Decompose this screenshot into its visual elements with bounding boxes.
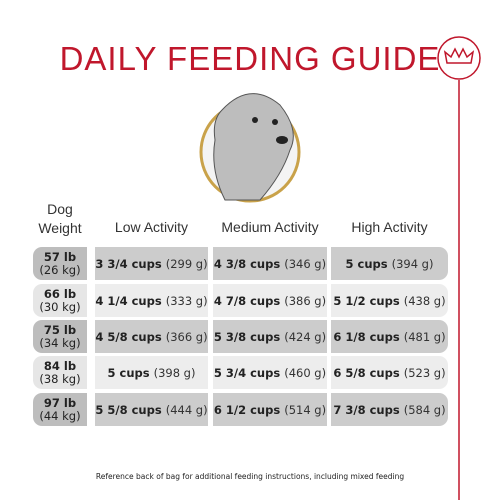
feeding-cell: 5 3/8 cups (424 g) (213, 320, 327, 353)
weight-kg: (26 kg) (39, 262, 81, 277)
feeding-cell: 4 7/8 cups (386 g) (213, 284, 327, 317)
dog-nose (276, 136, 288, 144)
dog-eye (272, 119, 278, 125)
weight-kg: (34 kg) (39, 335, 81, 350)
weight-lb: 97 lb (43, 395, 77, 410)
weight-kg: (30 kg) (39, 299, 81, 314)
weight-cell: 84 lb (38 kg) (33, 356, 87, 389)
weight-cell: 57 lb (26 kg) (33, 247, 87, 280)
grams: (394 g) (391, 256, 434, 271)
feeding-cell: 6 1/2 cups (514 g) (213, 393, 327, 426)
grams: (346 g) (284, 256, 327, 271)
feeding-cell: 5 5/8 cups (444 g) (95, 393, 208, 426)
cups: 6 5/8 cups (333, 365, 400, 380)
grams: (444 g) (165, 402, 208, 417)
feeding-cell: 6 1/8 cups (481 g) (331, 320, 448, 353)
grams: (424 g) (284, 329, 327, 344)
weight-header: Dog Weight (28, 200, 92, 238)
header-text: Weight (38, 220, 82, 236)
cups: 5 3/8 cups (213, 329, 281, 344)
cups: 4 3/8 cups (213, 256, 281, 271)
feeding-cell: 4 5/8 cups (366 g) (95, 320, 208, 353)
grams: (523 g) (403, 365, 446, 380)
dog-eye (252, 117, 258, 123)
feeding-cell: 5 cups (394 g) (331, 247, 448, 280)
cups: 4 1/4 cups (95, 293, 162, 308)
weight-cell: 75 lb (34 kg) (33, 320, 87, 353)
feeding-cell: 4 1/4 cups (333 g) (95, 284, 208, 317)
weight-lb: 57 lb (43, 249, 77, 264)
feeding-cell: 6 5/8 cups (523 g) (331, 356, 448, 389)
cups: 4 5/8 cups (95, 329, 162, 344)
weight-kg: (38 kg) (39, 371, 81, 386)
weight-lb: 66 lb (43, 286, 77, 301)
cups: 3 3/4 cups (95, 256, 162, 271)
grams: (584 g) (403, 402, 446, 417)
cups: 6 1/2 cups (213, 402, 281, 417)
feeding-cell: 7 3/8 cups (584 g) (331, 393, 448, 426)
weight-kg: (44 kg) (39, 408, 81, 423)
weight-cell: 66 lb (30 kg) (33, 284, 87, 317)
feeding-cell: 4 3/8 cups (346 g) (213, 247, 327, 280)
cups: 4 7/8 cups (213, 293, 281, 308)
grams: (333 g) (165, 293, 208, 308)
column-header: Low Activity (114, 219, 189, 235)
weight-lb: 84 lb (43, 358, 77, 373)
grams: (398 g) (153, 365, 196, 380)
weight-cell: 97 lb (44 kg) (33, 393, 87, 426)
cups: 5 3/4 cups (213, 365, 281, 380)
feeding-cell: 3 3/4 cups (299 g) (95, 247, 208, 280)
title: DAILY FEEDING GUIDE (59, 40, 441, 77)
grams: (366 g) (165, 329, 208, 344)
cups: 6 1/8 cups (333, 329, 400, 344)
feeding-cell: 5 cups (398 g) (95, 356, 208, 389)
cups: 5 5/8 cups (95, 402, 162, 417)
weight-lb: 75 lb (43, 322, 77, 337)
cups: 5 cups (107, 365, 150, 380)
feeding-cell: 5 3/4 cups (460 g) (213, 356, 327, 389)
feeding-cell: 5 1/2 cups (438 g) (331, 284, 448, 317)
crown (443, 47, 475, 64)
grams: (460 g) (284, 365, 327, 380)
header-text: Dog (47, 201, 73, 217)
cups: 5 cups (345, 256, 388, 271)
column-header: Medium Activity (221, 219, 319, 235)
column-header: High Activity (351, 219, 428, 235)
footnote: Reference back of bag for additional fee… (95, 472, 405, 481)
grams: (481 g) (403, 329, 446, 344)
grams: (299 g) (165, 256, 208, 271)
cups: 7 3/8 cups (333, 402, 400, 417)
cups: 5 1/2 cups (333, 293, 400, 308)
grams: (386 g) (284, 293, 327, 308)
grams: (438 g) (403, 293, 446, 308)
grams: (514 g) (284, 402, 327, 417)
